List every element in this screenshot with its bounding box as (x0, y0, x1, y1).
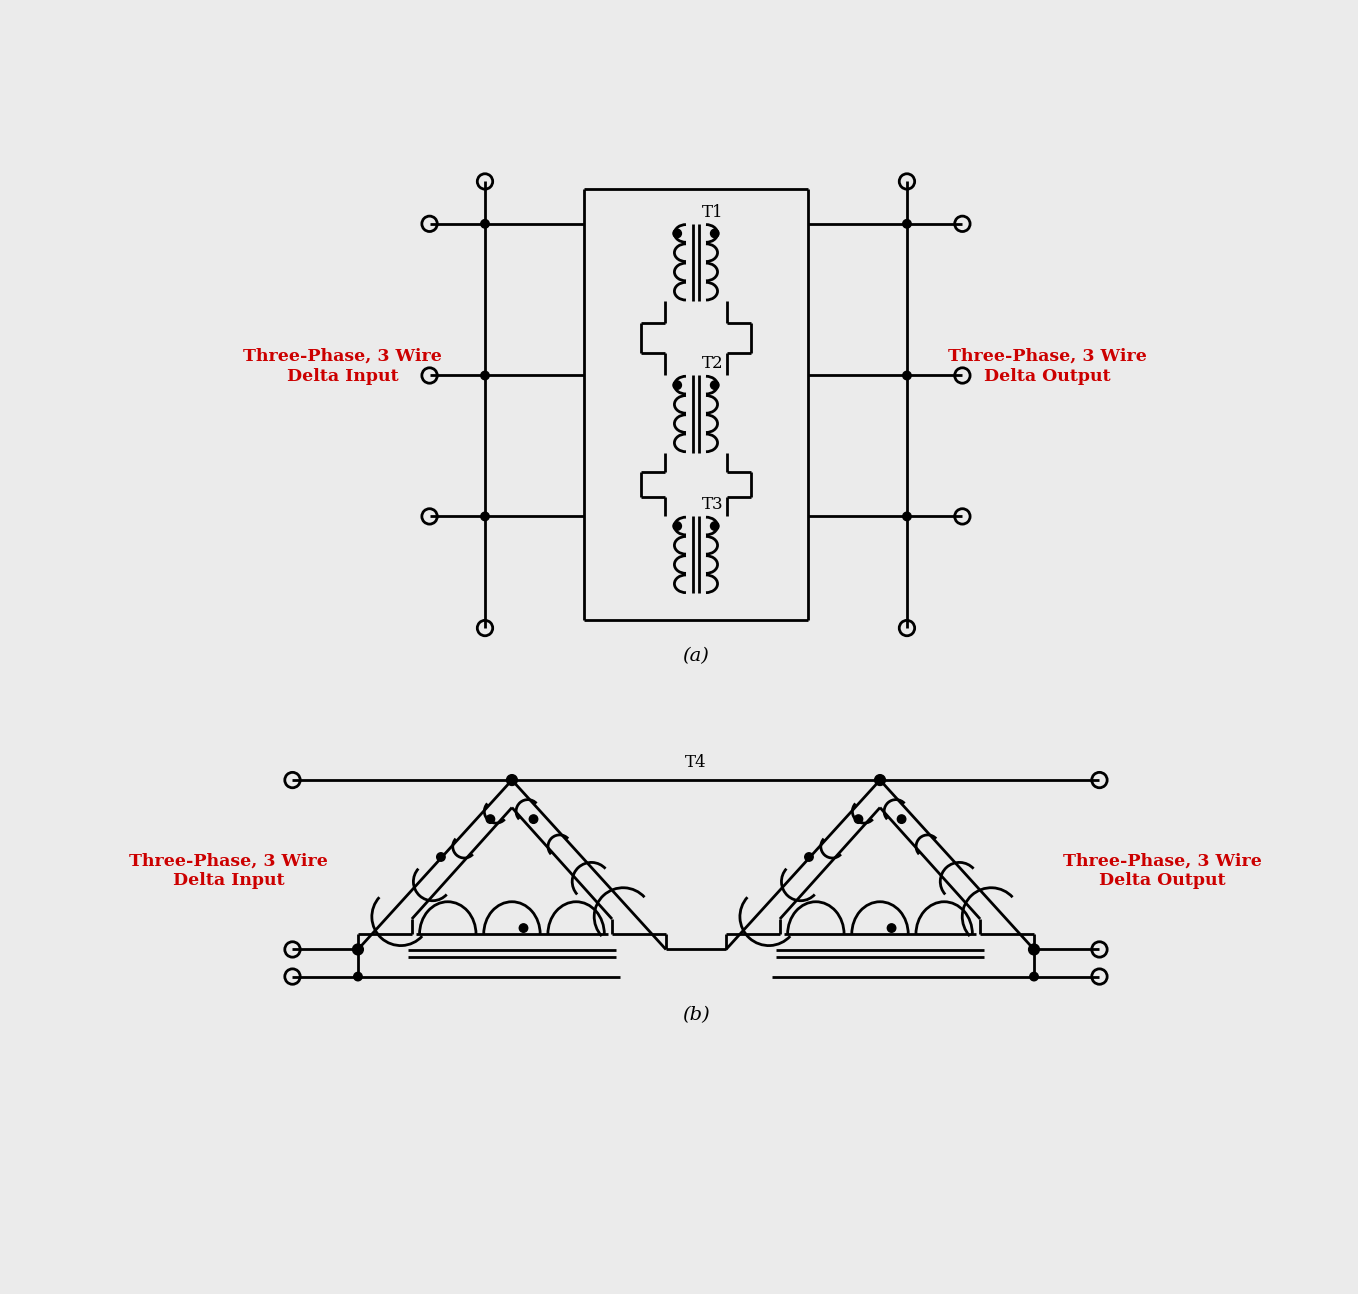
Circle shape (710, 380, 718, 389)
Text: Three-Phase, 3 Wire
Delta Input: Three-Phase, 3 Wire Delta Input (243, 348, 441, 384)
Text: Three-Phase, 3 Wire
Delta Output: Three-Phase, 3 Wire Delta Output (948, 348, 1146, 384)
Text: Three-Phase, 3 Wire
Delta Input: Three-Phase, 3 Wire Delta Input (129, 853, 329, 889)
Circle shape (875, 775, 885, 785)
Circle shape (481, 220, 489, 228)
Circle shape (674, 521, 682, 531)
Circle shape (710, 521, 718, 531)
Circle shape (887, 924, 896, 932)
Text: T2: T2 (702, 356, 724, 373)
Text: T4: T4 (686, 754, 706, 771)
Circle shape (437, 853, 445, 862)
Circle shape (674, 380, 682, 389)
Circle shape (903, 220, 911, 228)
Circle shape (481, 371, 489, 379)
Text: (a): (a) (683, 647, 709, 665)
Circle shape (507, 775, 517, 785)
Circle shape (353, 972, 363, 981)
Circle shape (903, 371, 911, 379)
Text: T1: T1 (702, 203, 724, 221)
Circle shape (1028, 945, 1039, 955)
Text: (b): (b) (682, 1005, 710, 1024)
Circle shape (710, 229, 718, 238)
Circle shape (903, 512, 911, 520)
Circle shape (898, 815, 906, 823)
Text: T3: T3 (702, 497, 724, 514)
Circle shape (481, 512, 489, 520)
Circle shape (1029, 972, 1039, 981)
Circle shape (530, 815, 538, 823)
Circle shape (805, 853, 813, 862)
Circle shape (854, 815, 862, 823)
Circle shape (353, 945, 364, 955)
Text: Three-Phase, 3 Wire
Delta Output: Three-Phase, 3 Wire Delta Output (1063, 853, 1262, 889)
Circle shape (486, 815, 494, 823)
Circle shape (674, 229, 682, 238)
Circle shape (519, 924, 528, 932)
